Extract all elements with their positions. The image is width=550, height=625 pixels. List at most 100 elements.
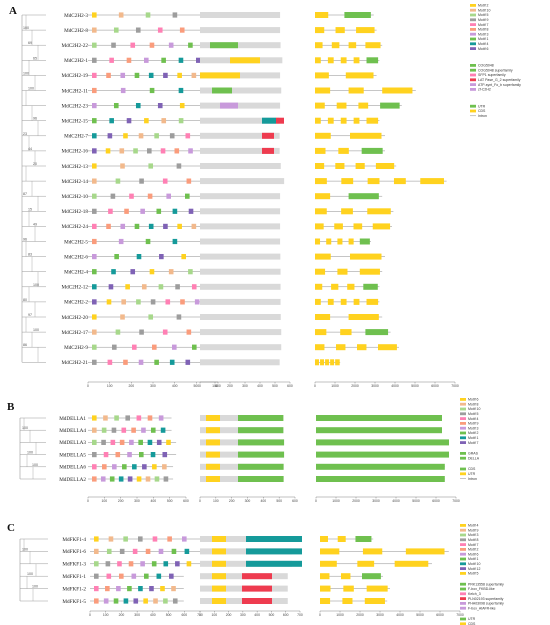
- motif-box: [194, 299, 200, 305]
- motif-box: [92, 238, 97, 245]
- legend-swatch: [460, 426, 466, 430]
- legend-swatch: [460, 422, 466, 425]
- legend-label: F-box_FKBD-like: [468, 587, 495, 591]
- axis-tick-label: 400: [254, 613, 260, 617]
- bootstrap-value: 49: [33, 222, 37, 226]
- legend-swatch: [460, 602, 466, 605]
- motif-box: [149, 586, 154, 592]
- legend-swatch: [470, 68, 476, 72]
- legend-swatch: [460, 412, 466, 416]
- motif-box: [106, 548, 112, 554]
- exon-box: [364, 598, 385, 604]
- motif-box: [136, 299, 141, 305]
- motif-box: [112, 464, 117, 470]
- gene-label: MdC2H2-1: [64, 58, 88, 64]
- axis-tick-label: 400: [150, 613, 156, 617]
- exon-box: [315, 12, 329, 18]
- motif-box: [145, 548, 151, 554]
- axis-tick-label: 3000: [372, 499, 380, 503]
- motif-box: [92, 439, 97, 445]
- motif-box: [127, 586, 132, 592]
- legend-swatch: [460, 562, 466, 566]
- exon-box: [335, 27, 345, 34]
- legend-label: Motif 10: [468, 407, 481, 411]
- exon-box: [315, 314, 331, 320]
- legend-label: ATP-synt_Fo_b superfamily: [478, 83, 521, 87]
- exon-box: [330, 359, 335, 366]
- protein-bar: [200, 223, 281, 230]
- panel-letter-c: C: [7, 522, 15, 534]
- legend-swatch: [460, 402, 466, 406]
- protein-bar: [200, 147, 280, 154]
- motif-box: [172, 344, 177, 350]
- motif-box: [92, 299, 97, 305]
- protein-bar: [200, 268, 281, 275]
- legend-swatch: [460, 456, 466, 460]
- domain-box: [276, 117, 284, 124]
- exon-box: [336, 102, 347, 109]
- exon-box: [315, 87, 331, 94]
- motif-box: [160, 586, 165, 592]
- exon-box: [393, 178, 406, 185]
- protein-bar: [200, 102, 281, 109]
- protein-bar: [200, 298, 281, 305]
- motif-box: [169, 359, 175, 365]
- motif-box: [123, 359, 128, 365]
- gene-label: MdC2H2-7: [64, 134, 88, 140]
- axis-tick-label: 200: [118, 499, 124, 503]
- motif-box: [109, 118, 114, 124]
- legend-swatch: [460, 572, 466, 575]
- domain-box: [262, 147, 274, 154]
- exon-box: [362, 573, 381, 580]
- legend-label: Motif 12: [468, 567, 481, 571]
- motif-box: [115, 329, 121, 335]
- motif-box: [110, 193, 116, 199]
- motif-box: [92, 269, 97, 275]
- motif-box: [101, 439, 106, 445]
- bootstrap-value: 100: [23, 71, 29, 75]
- exon-box: [367, 208, 391, 215]
- axis-tick-label: 300: [240, 613, 246, 617]
- motif-box: [149, 42, 155, 48]
- exon-box: [320, 573, 330, 580]
- gene-label: MdFKF1-3: [62, 562, 86, 568]
- motif-box: [132, 344, 137, 350]
- exon-box: [405, 548, 445, 555]
- motif-box: [116, 586, 121, 592]
- legend-swatch: [470, 8, 476, 12]
- motif-box: [92, 427, 97, 433]
- axis-tick-label: 300: [134, 499, 140, 503]
- exon-box: [348, 238, 354, 245]
- exon-box: [315, 72, 329, 79]
- motif-box: [134, 223, 140, 229]
- protein-bar: [200, 132, 280, 139]
- gene-label: MdC2H2-20: [61, 315, 88, 321]
- exon-box: [340, 298, 347, 305]
- panel-a: A 100 69 65 100 100 96 23 44 20 87 15 49 96 83 100 80 97…: [9, 4, 521, 388]
- legend-label: zf-C2H2: [478, 88, 491, 92]
- motif-box: [112, 344, 117, 350]
- exon-box: [362, 548, 383, 555]
- cds-box: [316, 476, 445, 482]
- axis-tick-label: 5000: [412, 499, 420, 503]
- motif-box: [175, 284, 180, 290]
- legend-swatch: [470, 47, 476, 50]
- phylogenetic-tree-c: 100 100 100: [19, 538, 48, 602]
- motif-box: [138, 133, 144, 139]
- motif-box: [130, 42, 136, 48]
- motif-box: [92, 42, 97, 48]
- gene-label: MdC2H2-13: [61, 164, 88, 170]
- gene-structure-track-c: [320, 536, 449, 604]
- axis-tick-label: 600: [183, 499, 189, 503]
- legend-label: Motif 4: [478, 42, 489, 46]
- gene-structure-track-a: [315, 12, 447, 366]
- exon-box: [325, 359, 330, 366]
- legend-swatch: [470, 73, 476, 77]
- exon-box: [334, 223, 343, 230]
- exon-box: [355, 163, 365, 169]
- axis-tick-label: 500: [193, 384, 199, 388]
- motif-box: [152, 344, 157, 350]
- domain-track-c: [200, 536, 302, 604]
- motif-box: [130, 269, 136, 275]
